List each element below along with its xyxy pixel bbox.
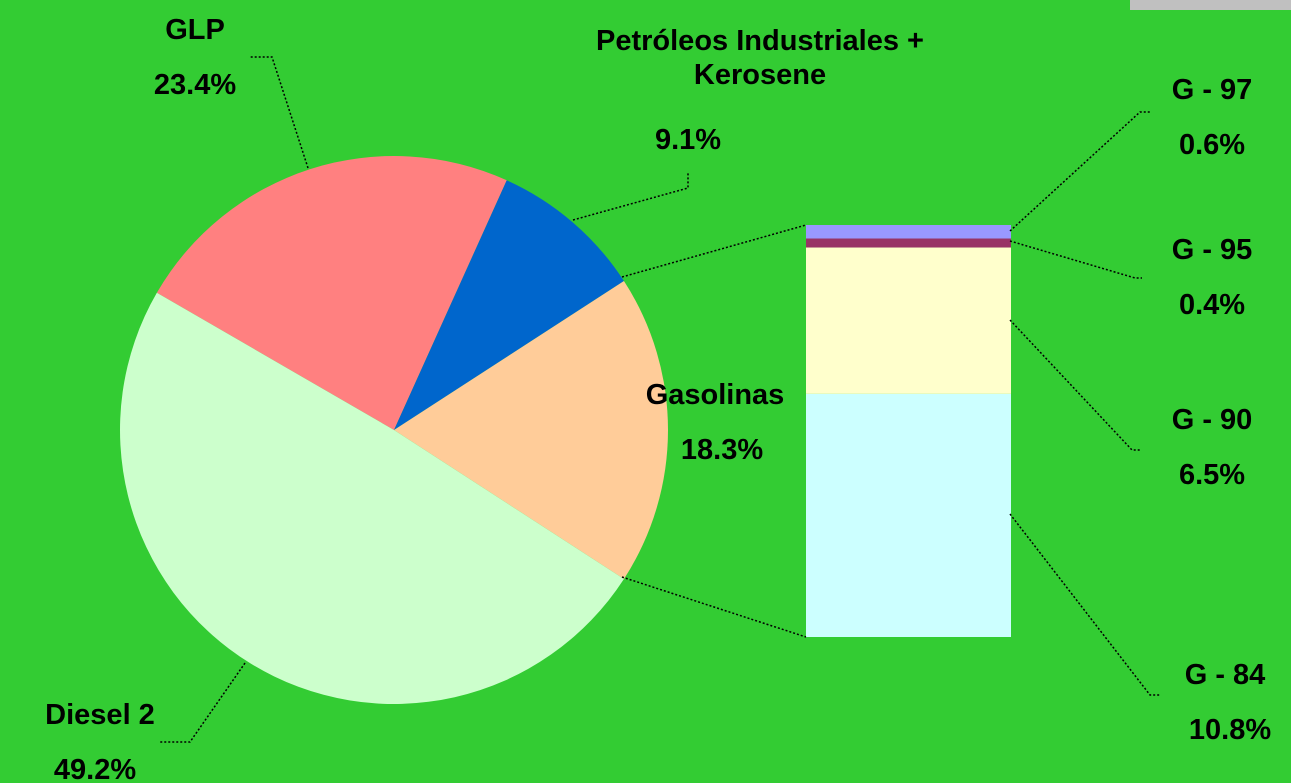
leader-line xyxy=(160,662,246,743)
part-name: G - 95 xyxy=(1171,234,1253,266)
slice-value-label: 18.3% xyxy=(680,434,764,466)
connector-line xyxy=(621,576,807,638)
bar-segment xyxy=(806,225,1011,239)
pie-slice xyxy=(394,180,624,430)
leader-line xyxy=(572,172,689,221)
pie-slice xyxy=(120,292,624,704)
part-value-label: 6.5% xyxy=(1178,459,1246,491)
part-name: G - 84 xyxy=(1184,659,1266,691)
part-name: G - 97 xyxy=(1171,74,1253,106)
leader-line xyxy=(1009,240,1142,279)
slice-name: Gasolinas xyxy=(645,379,785,411)
slice-value-label: 9.1% xyxy=(654,124,722,156)
leader-line xyxy=(1009,513,1160,696)
bar-segment xyxy=(806,393,1011,637)
bar-segment xyxy=(806,247,1011,394)
part-name: G - 90 xyxy=(1171,404,1253,436)
corner-decor xyxy=(1130,0,1291,10)
slice-name: Diesel 2 xyxy=(45,699,155,731)
pie-slice xyxy=(156,156,507,430)
slice-name: GLP xyxy=(165,14,225,46)
connector-line xyxy=(621,224,807,278)
pie-slice xyxy=(394,281,668,579)
leader-line xyxy=(250,56,309,169)
slice-name: Petróleos Industriales + Kerosene xyxy=(596,25,924,91)
part-value-label: 0.4% xyxy=(1178,289,1246,321)
part-value-label: 10.8% xyxy=(1188,714,1272,746)
slice-value-label: 49.2% xyxy=(53,754,137,783)
leader-line xyxy=(1009,319,1140,451)
slice-value-label: 23.4% xyxy=(153,69,237,101)
leader-line xyxy=(1009,111,1150,232)
bar-segment xyxy=(806,238,1011,248)
part-value-label: 0.6% xyxy=(1178,129,1246,161)
